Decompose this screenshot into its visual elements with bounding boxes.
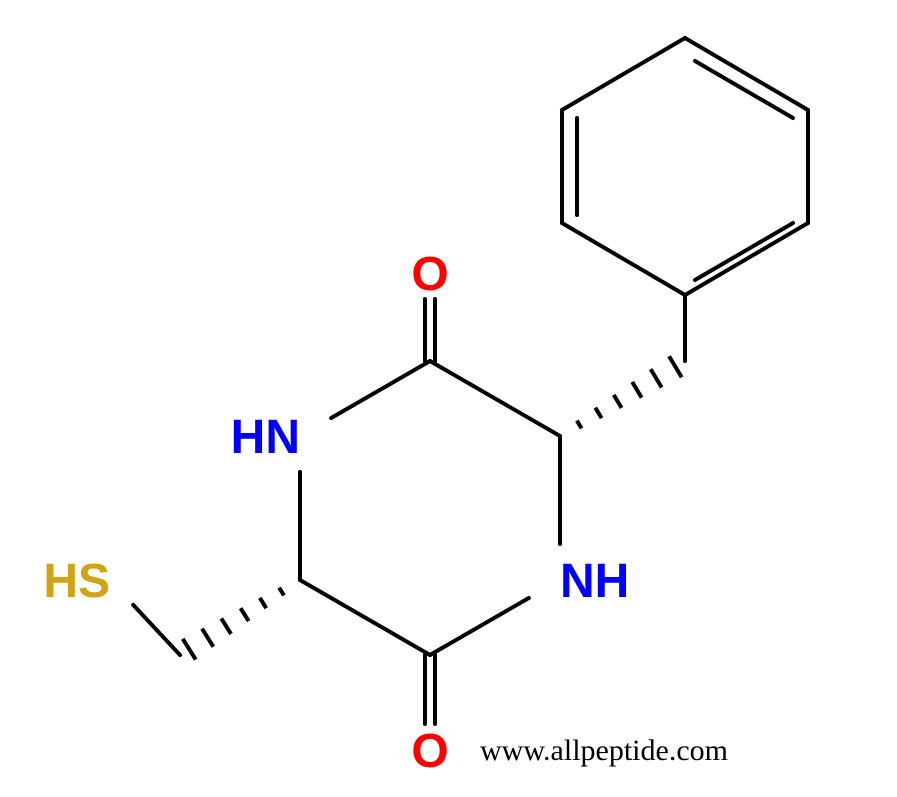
atom-label-N_left: HN: [231, 411, 300, 464]
hash-wedge-segment: [221, 618, 231, 634]
hash-wedge-segment: [595, 408, 601, 418]
bond: [685, 38, 808, 110]
bond: [685, 223, 808, 295]
bond: [331, 361, 430, 418]
watermark-text: www.allpeptide.com: [480, 734, 728, 767]
bond: [695, 61, 793, 118]
hash-wedge-segment: [651, 369, 662, 387]
atom-label-S_left: HS: [43, 555, 110, 608]
bond: [300, 580, 430, 655]
hash-wedge-segment: [260, 598, 266, 608]
atom-label-N_right: NH: [560, 555, 629, 608]
atom-label-O_bot: O: [411, 725, 448, 778]
hash-wedge-segment: [183, 639, 196, 660]
hash-wedge-segment: [614, 395, 622, 408]
bond: [562, 223, 685, 295]
hash-wedge-segment: [241, 608, 249, 621]
hash-wedge-segment: [202, 629, 213, 647]
hash-wedge-segment: [279, 588, 284, 596]
bond: [430, 361, 560, 436]
bond: [133, 605, 180, 655]
hash-wedge-segment: [632, 382, 641, 398]
bond: [430, 598, 529, 655]
bond: [562, 38, 685, 110]
molecule-diagram: O O HN NH HS www.allpeptide.com: [0, 0, 897, 797]
hash-wedge-segment: [669, 356, 682, 377]
atom-label-O_top: O: [411, 248, 448, 301]
bond: [695, 223, 793, 280]
hash-wedge-segment: [577, 421, 582, 429]
